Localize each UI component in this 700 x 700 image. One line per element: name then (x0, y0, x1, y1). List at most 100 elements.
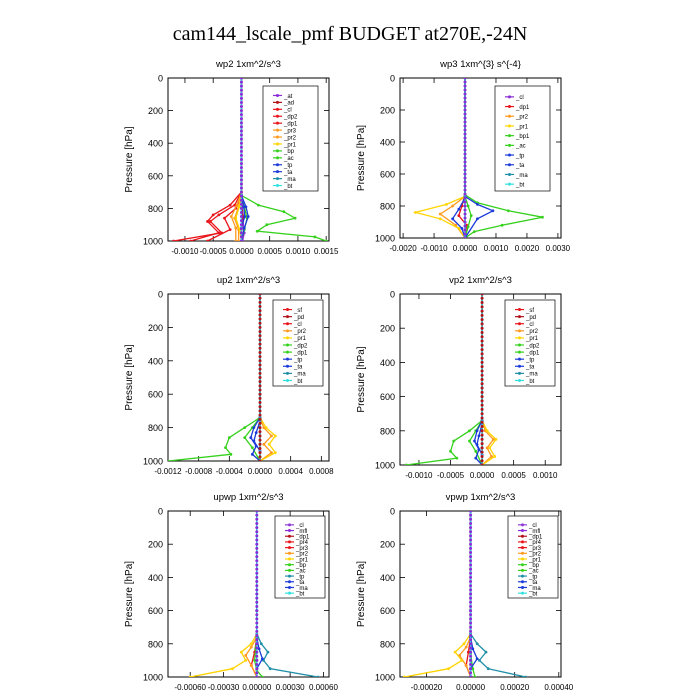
zero-marker (239, 125, 243, 129)
series-point (476, 203, 479, 206)
zero-marker (255, 542, 259, 546)
series-point (452, 439, 456, 443)
x-tick-label: -0.0010 (171, 247, 199, 256)
legend-marker (508, 143, 511, 147)
series-point (457, 207, 461, 211)
zero-marker (480, 301, 484, 305)
zero-marker (469, 654, 473, 658)
legend-marker (276, 184, 279, 188)
zero-marker (239, 100, 243, 104)
zero-marker (480, 309, 484, 313)
series-point (471, 667, 475, 671)
zero-marker (255, 567, 259, 571)
zero-marker (239, 215, 243, 219)
series-point (237, 205, 241, 209)
legend-label: _dp1 (295, 535, 310, 541)
panels: wp2 1xm^2/s^3 Pressure [hPa] 0 200 400 600 800… (124, 59, 574, 692)
series-group (172, 78, 328, 241)
y-tick-label: 200 (148, 323, 163, 333)
y-tick-label: 600 (380, 392, 395, 402)
y-tick-label: 800 (380, 202, 395, 212)
series-point (404, 463, 408, 465)
series-point (262, 442, 266, 446)
zero-marker (255, 575, 259, 579)
zero-marker (239, 109, 243, 113)
zero-marker (480, 407, 484, 411)
zero-marker (239, 133, 243, 137)
x-tick-label: 0.0008 (309, 467, 334, 476)
legend-marker (286, 357, 289, 361)
series-point (475, 642, 479, 646)
zero-marker (469, 675, 473, 677)
series-point (234, 239, 238, 241)
series-point (267, 442, 271, 446)
zero-marker (255, 621, 259, 625)
zero-marker (480, 442, 484, 446)
series-point (469, 214, 473, 218)
series-point (244, 654, 248, 657)
zero-marker (480, 369, 484, 373)
legend-marker (521, 557, 524, 561)
legend-label: _pr3 (295, 546, 309, 552)
legend-marker (518, 308, 521, 312)
legend-marker (288, 551, 291, 555)
y-tick-label: 800 (148, 423, 163, 433)
series-point (464, 663, 468, 667)
series-point (490, 455, 493, 458)
zero-marker (255, 588, 259, 592)
series-point (473, 439, 476, 443)
zero-marker (255, 551, 259, 554)
legend-marker (288, 523, 291, 527)
x-tick-label: 0.0030 (546, 244, 571, 253)
plot-frame (399, 77, 562, 239)
legend-marker (276, 149, 279, 153)
series-point (264, 426, 268, 429)
zero-marker (239, 149, 243, 153)
series-point (475, 657, 479, 661)
y-tick-label: 1000 (143, 673, 163, 683)
zero-marker (463, 96, 467, 100)
legend-label: _pr3 (283, 128, 297, 134)
series-point (447, 667, 450, 671)
zero-marker (480, 296, 484, 300)
zero-marker (463, 78, 467, 80)
zero-marker (480, 352, 484, 356)
x-tick-label: 0.0004 (278, 467, 303, 476)
zero-marker (480, 330, 484, 334)
legend-label: _pr2 (525, 329, 539, 335)
series-point (524, 675, 528, 677)
series-point (172, 239, 176, 241)
legend-marker (508, 182, 511, 186)
series-point (464, 645, 468, 649)
legend-marker (508, 95, 511, 99)
zero-marker (463, 144, 467, 148)
legend-marker (286, 336, 289, 340)
legend-marker (286, 308, 289, 312)
legend-label: _dp2 (283, 115, 298, 121)
zero-marker (480, 416, 484, 420)
series-point (233, 203, 237, 207)
legend-box (504, 299, 556, 387)
series-point (438, 212, 442, 216)
legend-marker (286, 378, 289, 382)
series-point (494, 437, 498, 441)
series-point (206, 220, 209, 223)
y-axis-label: Pressure [hPa] (356, 346, 367, 412)
zero-marker (258, 313, 262, 317)
x-tick-label: 0.00030 (276, 683, 305, 692)
zero-marker (463, 124, 467, 128)
zero-marker (258, 380, 262, 384)
series-point (227, 436, 231, 440)
legend-label: _dp1 (293, 350, 308, 356)
legend-marker (518, 343, 521, 347)
legend-marker (521, 529, 524, 533)
y-tick-label: 1000 (375, 673, 395, 683)
zero-marker (463, 216, 467, 220)
series-point (449, 449, 452, 453)
legend-marker (288, 585, 291, 589)
x-tick-label: 0.00040 (544, 683, 573, 692)
series-point (257, 647, 261, 651)
chart-panel-3: vp2 1xm^2/s^3 Pressure [hPa] 0 200 400 600 800… (356, 275, 562, 480)
zero-marker (239, 141, 243, 145)
zero-marker (258, 317, 262, 321)
